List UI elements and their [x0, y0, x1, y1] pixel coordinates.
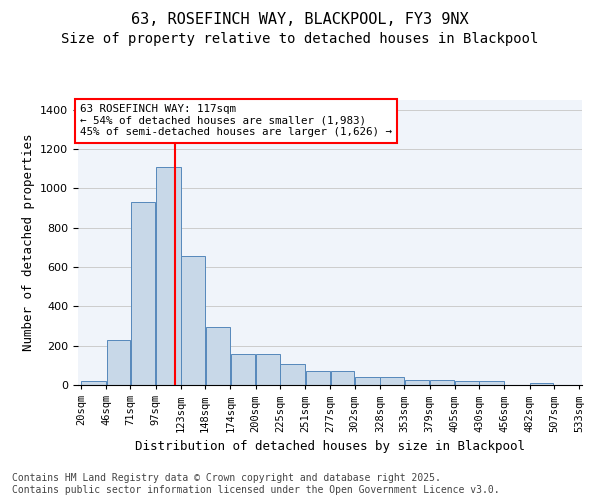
Bar [331, 371, 355, 385]
Bar [131, 202, 155, 385]
Bar [355, 377, 380, 385]
Bar [181, 256, 205, 385]
Bar [305, 371, 330, 385]
Text: Size of property relative to detached houses in Blackpool: Size of property relative to detached ho… [61, 32, 539, 46]
Bar [430, 380, 454, 385]
Bar [206, 327, 230, 385]
Bar [231, 354, 256, 385]
Bar [479, 381, 504, 385]
Bar [107, 340, 130, 385]
Text: Contains HM Land Registry data © Crown copyright and database right 2025.
Contai: Contains HM Land Registry data © Crown c… [12, 474, 500, 495]
Bar [82, 381, 106, 385]
Bar [280, 364, 305, 385]
Y-axis label: Number of detached properties: Number of detached properties [22, 134, 35, 351]
Bar [256, 354, 280, 385]
Bar [156, 167, 181, 385]
Bar [380, 377, 404, 385]
Bar [404, 380, 429, 385]
Text: 63 ROSEFINCH WAY: 117sqm
← 54% of detached houses are smaller (1,983)
45% of sem: 63 ROSEFINCH WAY: 117sqm ← 54% of detach… [80, 104, 392, 137]
Bar [530, 383, 553, 385]
Text: 63, ROSEFINCH WAY, BLACKPOOL, FY3 9NX: 63, ROSEFINCH WAY, BLACKPOOL, FY3 9NX [131, 12, 469, 28]
Bar [455, 381, 479, 385]
X-axis label: Distribution of detached houses by size in Blackpool: Distribution of detached houses by size … [135, 440, 525, 453]
